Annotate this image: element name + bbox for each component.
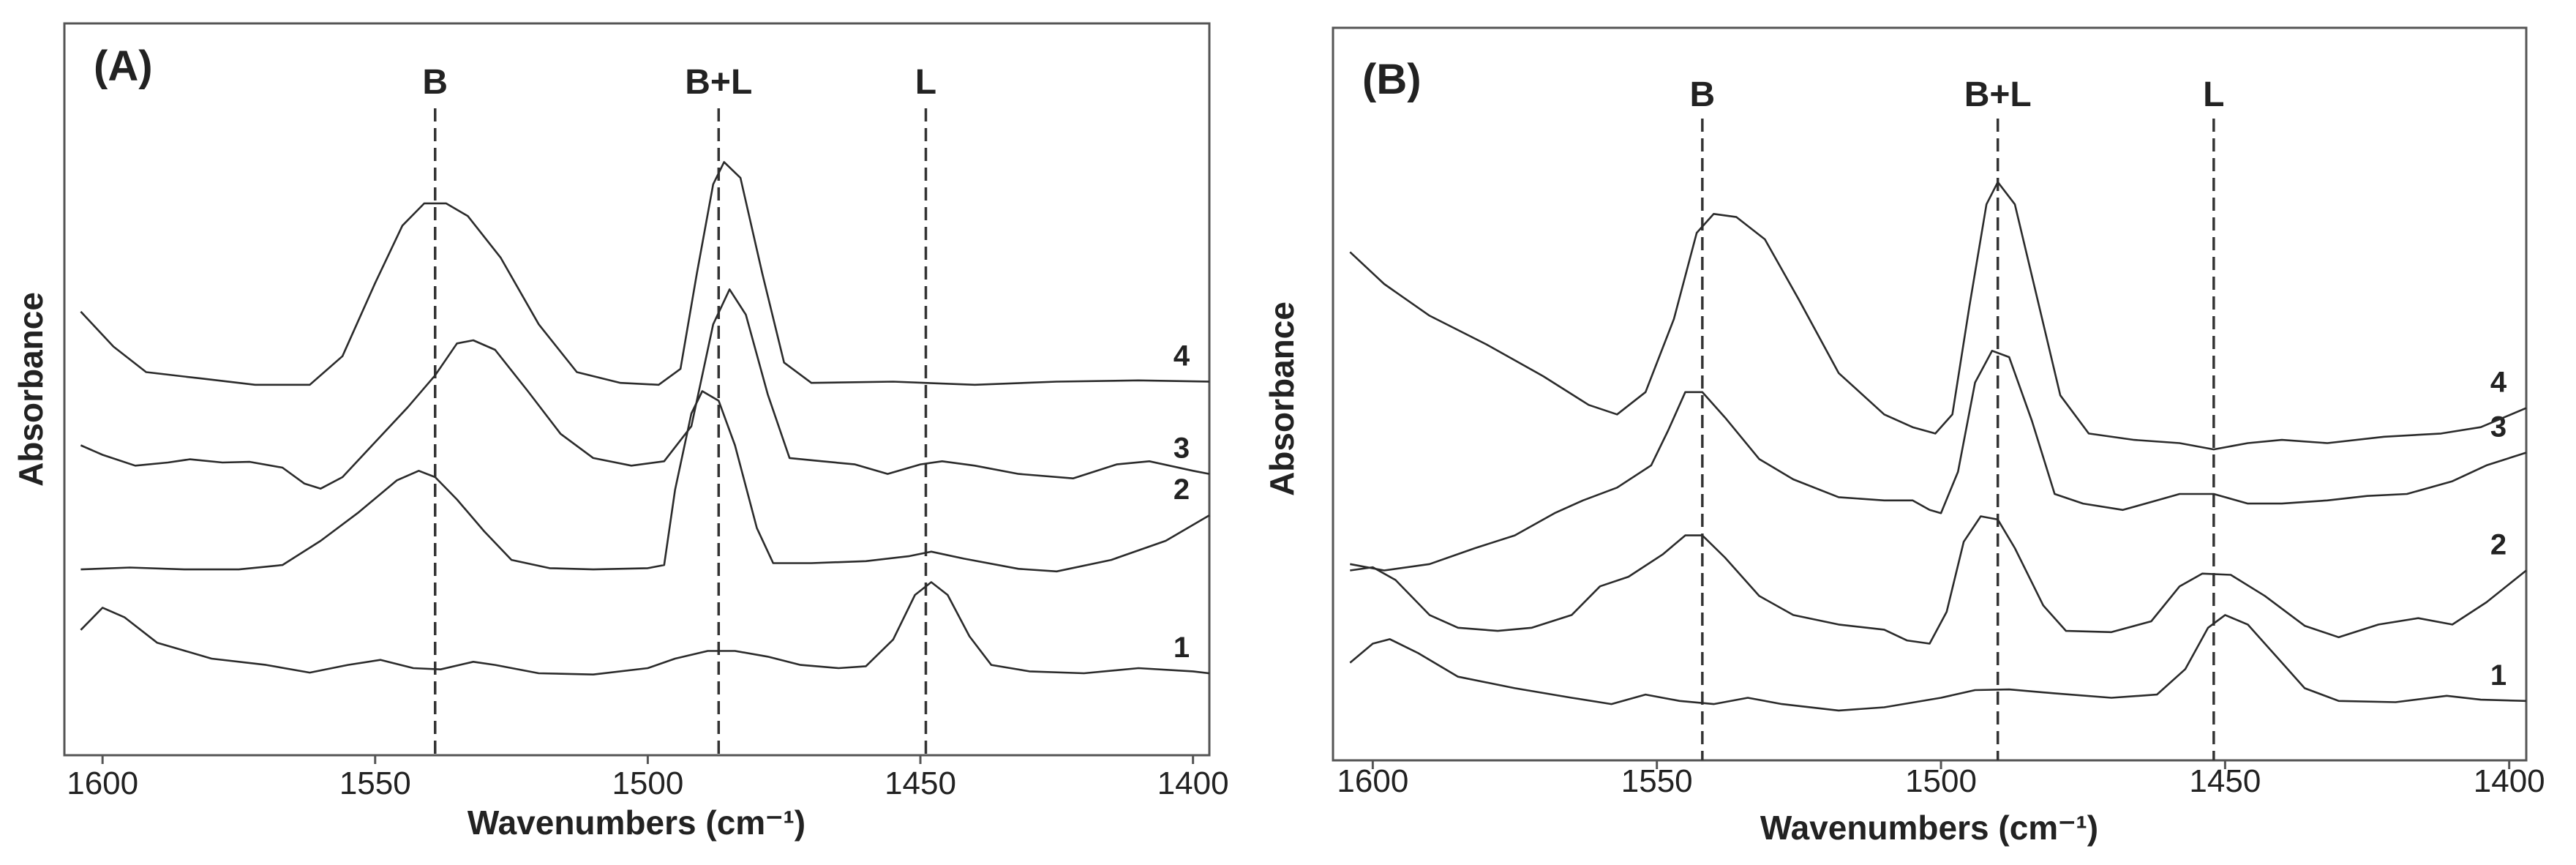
panel-b-x-ticks: 1600 1550 1500 1450 1400 [1337, 760, 2545, 799]
panel-a-x-tick-label: 1550 [339, 765, 411, 801]
panel-b-frame [1332, 26, 2528, 762]
panel-b-x-tick-label: 1600 [1337, 763, 1408, 799]
panel-b-spectra: 1 2 3 4 [1349, 181, 2527, 712]
panel-b-x-axis-title: Wavenumbers (cm⁻¹) [1760, 809, 2098, 847]
panel-b-curve-label-4: 4 [2490, 367, 2507, 399]
panel-a-x-tick-label: 1400 [1157, 765, 1229, 801]
panel-b-x-tick-label: 1450 [2189, 763, 2261, 799]
panel-b-x-tick-label: 1550 [1621, 763, 1693, 799]
panel-b-band-label-b: B [1689, 75, 1715, 114]
panel-b-spectrum-2 [1350, 515, 2527, 645]
panel-b-y-axis-title: Absorbance [1263, 302, 1301, 496]
panel-a-spectrum-3 [80, 288, 1210, 490]
panel-b-x-tick-label: 1400 [2474, 763, 2545, 799]
panel-a-label: (A) [94, 42, 153, 90]
panel-a-x-axis-title: Wavenumbers (cm⁻¹) [467, 804, 806, 842]
panel-b-x-tick-label: 1500 [1905, 763, 1977, 799]
panel-b-spectrum-3 [1350, 350, 2527, 572]
panel-a: (A) Absorbance Wavenumbers (cm⁻¹) 1600 15… [12, 22, 1229, 842]
panel-a-band-label-b-plus-l: B+L [685, 63, 752, 102]
panel-b-reference-lines: B B+L L [1689, 75, 2224, 760]
panel-a-spectra: 1 2 3 4 [80, 161, 1210, 675]
panel-a-band-label-l: L [915, 63, 936, 102]
panel-b-band-label-b-plus-l: B+L [1964, 75, 2032, 114]
panel-a-curve-label-2: 2 [1174, 473, 1190, 506]
panel-a-curve-label-1: 1 [1174, 632, 1190, 664]
panel-a-x-tick-label: 1600 [67, 765, 138, 801]
panel-b-curve-label-2: 2 [2490, 528, 2506, 561]
panel-b-spectrum-1 [1349, 614, 2527, 712]
panel-a-reference-lines: B B+L L [422, 63, 936, 755]
panel-a-band-label-b: B [422, 63, 448, 102]
panel-a-frame [63, 22, 1211, 757]
panel-a-curve-label-3: 3 [1174, 432, 1190, 465]
panel-a-y-axis-title: Absorbance [12, 292, 50, 487]
panel-a-x-ticks: 1600 1550 1500 1450 1400 [67, 755, 1229, 801]
panel-a-curve-label-4: 4 [1174, 340, 1190, 372]
panel-a-spectrum-2 [80, 390, 1210, 573]
panel-a-spectrum-1 [80, 581, 1210, 675]
panel-a-spectrum-4 [80, 161, 1210, 386]
panel-b-band-label-l: L [2203, 75, 2224, 114]
panel-b-curve-label-3: 3 [2490, 411, 2506, 443]
panel-a-x-tick-label: 1500 [612, 765, 683, 801]
panel-b-curve-label-1: 1 [2490, 659, 2506, 692]
panel-b: (B) Absorbance Wavenumbers (cm⁻¹) 1600 15… [1263, 26, 2545, 847]
panel-b-spectrum-4 [1349, 181, 2527, 451]
panel-b-label: (B) [1362, 56, 1422, 103]
panel-a-x-tick-label: 1450 [885, 765, 956, 801]
